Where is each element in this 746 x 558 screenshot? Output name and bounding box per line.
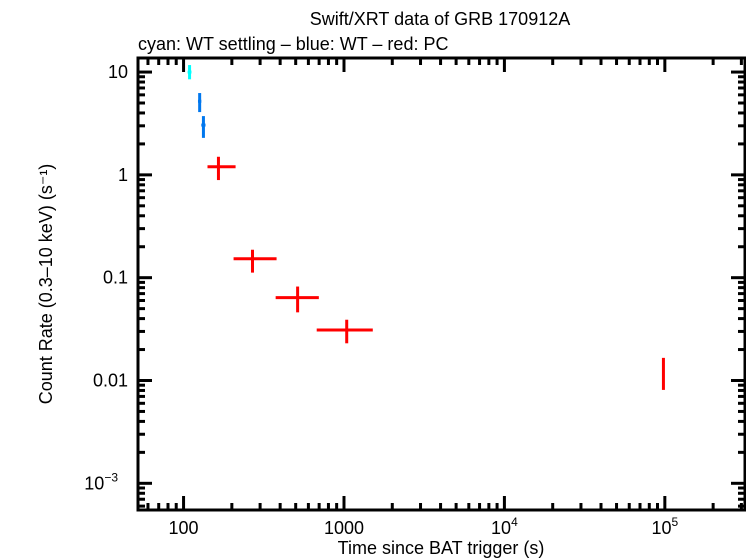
x-tick-label: 1000 bbox=[324, 518, 364, 538]
chart-title: Swift/XRT data of GRB 170912A bbox=[310, 9, 570, 29]
data-point bbox=[187, 65, 192, 80]
y-tick-label: 0.01 bbox=[93, 370, 128, 390]
y-axis-label: Count Rate (0.3–10 keV) (s⁻¹) bbox=[36, 164, 56, 405]
data-point bbox=[207, 156, 236, 181]
data-point bbox=[201, 116, 206, 138]
y-tick-label: 1 bbox=[118, 165, 128, 185]
data-point bbox=[197, 93, 202, 113]
y-tick-label: 10−3 bbox=[84, 470, 118, 493]
data-point bbox=[233, 249, 277, 273]
plot-frame bbox=[136, 56, 746, 512]
x-tick-label: 105 bbox=[651, 515, 678, 538]
data-point bbox=[316, 319, 373, 344]
x-tick-label: 104 bbox=[491, 515, 518, 538]
chart-subtitle: cyan: WT settling – blue: WT – red: PC bbox=[138, 34, 448, 54]
data-point bbox=[661, 357, 665, 390]
y-tick-label: 0.1 bbox=[103, 268, 128, 288]
x-axis-label: Time since BAT trigger (s) bbox=[338, 538, 545, 558]
y-tick-label: 10 bbox=[108, 62, 128, 82]
x-tick-label: 100 bbox=[169, 518, 199, 538]
data-point bbox=[275, 286, 319, 313]
